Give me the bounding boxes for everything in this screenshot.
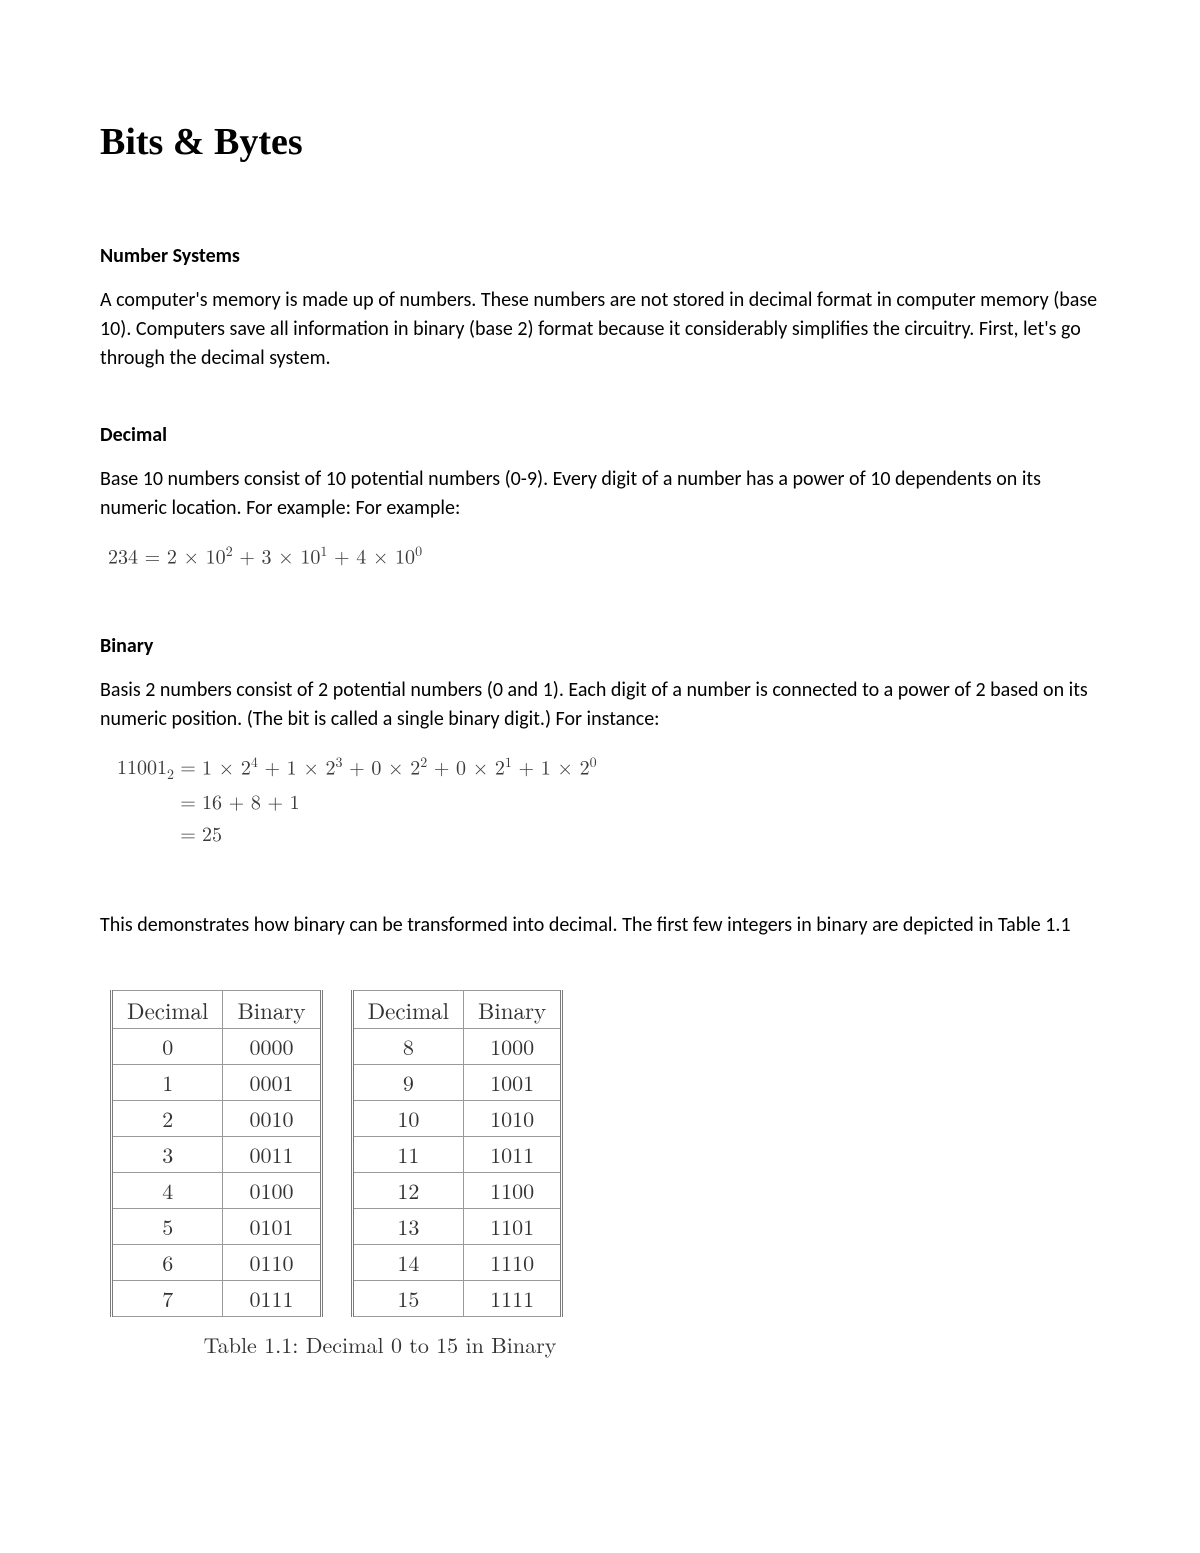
table-cell: 0 <box>112 1028 223 1064</box>
table-cell: 6 <box>112 1244 223 1280</box>
table-cell: 0101 <box>223 1208 321 1244</box>
paragraph-binary-after: This demonstrates how binary can be tran… <box>100 911 1100 940</box>
table-cell: 1110 <box>464 1244 562 1280</box>
table-cell: 1000 <box>464 1028 562 1064</box>
table-cell: 4 <box>112 1172 223 1208</box>
table-cell: 1011 <box>464 1136 562 1172</box>
formula-binary: 110012 = 1 × 24 + 1 × 23 + 0 × 22 + 0 × … <box>108 752 1100 851</box>
table-cell: 12 <box>352 1172 463 1208</box>
table-cell: 2 <box>112 1100 223 1136</box>
table-cell: 11 <box>352 1136 463 1172</box>
table-gap <box>321 1028 352 1064</box>
formula-binary-line2: 16 + 8 + 1 <box>202 787 300 819</box>
paragraph-number-systems: A computer's memory is made up of number… <box>100 286 1100 373</box>
page-title: Bits & Bytes <box>100 120 1100 164</box>
table-cell: 3 <box>112 1136 223 1172</box>
table-gap <box>321 990 352 1028</box>
table-cell: 0100 <box>223 1172 321 1208</box>
table-gap <box>321 1064 352 1100</box>
table-cell: 13 <box>352 1208 463 1244</box>
heading-binary: Binary <box>100 634 1100 658</box>
table-gap <box>321 1280 352 1316</box>
decimal-binary-table: Decimal Binary Decimal Binary 0000081000… <box>110 990 563 1317</box>
paragraph-decimal: Base 10 numbers consist of 10 potential … <box>100 465 1100 523</box>
table-cell: 9 <box>352 1064 463 1100</box>
table-cell: 1101 <box>464 1208 562 1244</box>
equals-icon: = <box>174 819 202 851</box>
table-header-row: Decimal Binary Decimal Binary <box>112 990 562 1028</box>
paragraph-binary: Basis 2 numbers consist of 2 potential n… <box>100 676 1100 734</box>
table-gap <box>321 1208 352 1244</box>
equals-icon: = <box>174 787 202 819</box>
table-cell: 5 <box>112 1208 223 1244</box>
table-cell: 0001 <box>223 1064 321 1100</box>
table-cell: 8 <box>352 1028 463 1064</box>
document-page: Bits & Bytes Number Systems A computer's… <box>0 0 1200 1553</box>
table-cell: 1010 <box>464 1100 562 1136</box>
formula-lhs: 234 = 2 × 102 + 3 × 101 + 4 × 100 <box>108 541 422 574</box>
table-row: 50101 131101 <box>112 1208 562 1244</box>
table-cell: 0010 <box>223 1100 321 1136</box>
table-cell: 0110 <box>223 1244 321 1280</box>
equals-icon: = <box>174 752 202 784</box>
table-cell: 1001 <box>464 1064 562 1100</box>
table-row: 10001 91001 <box>112 1064 562 1100</box>
table-row: 30011 111011 <box>112 1136 562 1172</box>
table-gap <box>321 1136 352 1172</box>
table-cell: 1111 <box>464 1280 562 1316</box>
table-row: 20010 101010 <box>112 1100 562 1136</box>
table-cell: 14 <box>352 1244 463 1280</box>
table-gap <box>321 1244 352 1280</box>
table-row: 40100 121100 <box>112 1172 562 1208</box>
table-header: Decimal <box>352 990 463 1028</box>
table-header: Binary <box>223 990 321 1028</box>
table-cell: 10 <box>352 1100 463 1136</box>
table-header: Decimal <box>112 990 223 1028</box>
table-gap <box>321 1172 352 1208</box>
table-cell: 1 <box>112 1064 223 1100</box>
table-cell: 1100 <box>464 1172 562 1208</box>
table-cell: 0011 <box>223 1136 321 1172</box>
heading-decimal: Decimal <box>100 423 1100 447</box>
table-container: Decimal Binary Decimal Binary 0000081000… <box>110 990 1100 1360</box>
table-cell: 7 <box>112 1280 223 1316</box>
heading-number-systems: Number Systems <box>100 244 1100 268</box>
table-row: 00000 81000 <box>112 1028 562 1064</box>
formula-binary-line3: 25 <box>202 819 222 851</box>
formula-binary-lhs: 110012 <box>108 752 174 786</box>
table-gap <box>321 1100 352 1136</box>
table-cell: 0111 <box>223 1280 321 1316</box>
formula-decimal: 234 = 2 × 102 + 3 × 101 + 4 × 100 <box>108 541 1100 574</box>
table-cell: 0000 <box>223 1028 321 1064</box>
table-row: 70111 151111 <box>112 1280 562 1316</box>
table-row: 60110 141110 <box>112 1244 562 1280</box>
table-header: Binary <box>464 990 562 1028</box>
table-caption: Table 1.1: Decimal 0 to 15 in Binary <box>110 1329 650 1360</box>
formula-binary-line1: 1 × 24 + 1 × 23 + 0 × 22 + 0 × 21 + 1 × … <box>202 752 597 785</box>
table-cell: 15 <box>352 1280 463 1316</box>
